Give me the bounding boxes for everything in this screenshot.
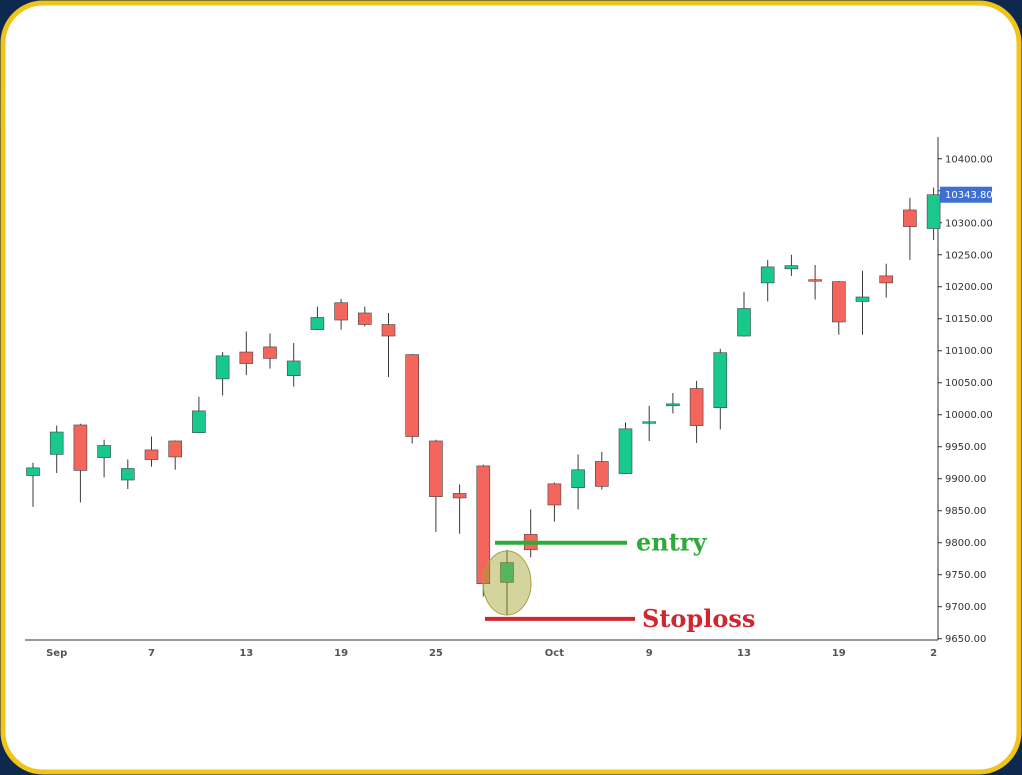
x-tick-label: 19: [334, 648, 348, 659]
candle-body: [903, 209, 917, 227]
candle-body: [879, 275, 894, 284]
y-tick-label: 9900.00: [945, 474, 986, 485]
y-tick-label: 10250.00: [945, 250, 993, 261]
candle-body: [263, 346, 277, 359]
candle-body: [121, 468, 135, 481]
annotation-text: Stoploss: [642, 604, 755, 633]
x-tick-label: 7: [148, 648, 155, 659]
x-tick-label: Oct: [545, 648, 564, 659]
candle-body: [452, 493, 467, 499]
candle-body: [310, 317, 325, 330]
annotation-text: entry: [636, 528, 707, 557]
x-tick-label: 13: [737, 648, 751, 659]
y-tick-label: 10300.00: [945, 218, 993, 229]
x-tick-label: Sep: [46, 648, 67, 659]
y-tick-label: 10050.00: [945, 378, 993, 389]
y-tick-label: 10150.00: [945, 314, 993, 325]
x-tick-label: 9: [646, 648, 653, 659]
candle-body: [334, 302, 348, 321]
candle-body: [571, 469, 585, 488]
candle-body: [618, 428, 633, 474]
candle-body: [429, 440, 443, 497]
y-tick-label: 10200.00: [945, 282, 993, 293]
candle-body: [689, 388, 704, 426]
candle-body: [713, 352, 728, 408]
candle-body: [73, 424, 88, 471]
last-price-label: 10343.80: [945, 190, 993, 201]
y-tick-label: 9750.00: [945, 570, 986, 581]
candle-body: [97, 445, 111, 458]
last-price-badge: [940, 186, 992, 203]
y-tick-label: 9800.00: [945, 538, 986, 549]
y-tick-label: 9950.00: [945, 442, 986, 453]
candle-body: [594, 461, 609, 487]
y-tick-label: 9700.00: [945, 602, 986, 613]
candle-body: [192, 410, 206, 433]
candle-body: [808, 279, 822, 282]
candle-body: [784, 265, 799, 270]
candle-body: [381, 324, 396, 337]
candle-body: [26, 467, 40, 476]
candle-body: [168, 440, 182, 458]
candle-body: [831, 281, 846, 323]
x-tick-label: 13: [239, 648, 253, 659]
candle-body: [666, 403, 680, 407]
y-tick-label: 10000.00: [945, 410, 993, 421]
x-tick-label: 2: [930, 648, 937, 659]
candle-body: [642, 421, 657, 424]
candle-body: [855, 296, 870, 302]
candle-body: [144, 449, 159, 460]
y-tick-label: 9650.00: [945, 634, 986, 645]
x-tick-label: 25: [429, 648, 443, 659]
y-tick-label: 10400.00: [945, 154, 993, 165]
candle-body: [215, 355, 230, 380]
candle-body: [286, 360, 301, 377]
candle-body: [760, 266, 775, 284]
candle-body: [49, 431, 64, 455]
candle-body: [357, 312, 372, 325]
y-tick-label: 9850.00: [945, 506, 986, 517]
candle-body: [926, 194, 941, 229]
candle-body: [239, 351, 254, 364]
y-tick-label: 10100.00: [945, 346, 993, 357]
candle-body: [547, 483, 562, 506]
x-tick-label: 19: [832, 648, 846, 659]
candle-body: [405, 354, 420, 437]
candle-body: [500, 562, 514, 583]
highlight: [482, 550, 532, 616]
candle-body: [737, 308, 751, 337]
